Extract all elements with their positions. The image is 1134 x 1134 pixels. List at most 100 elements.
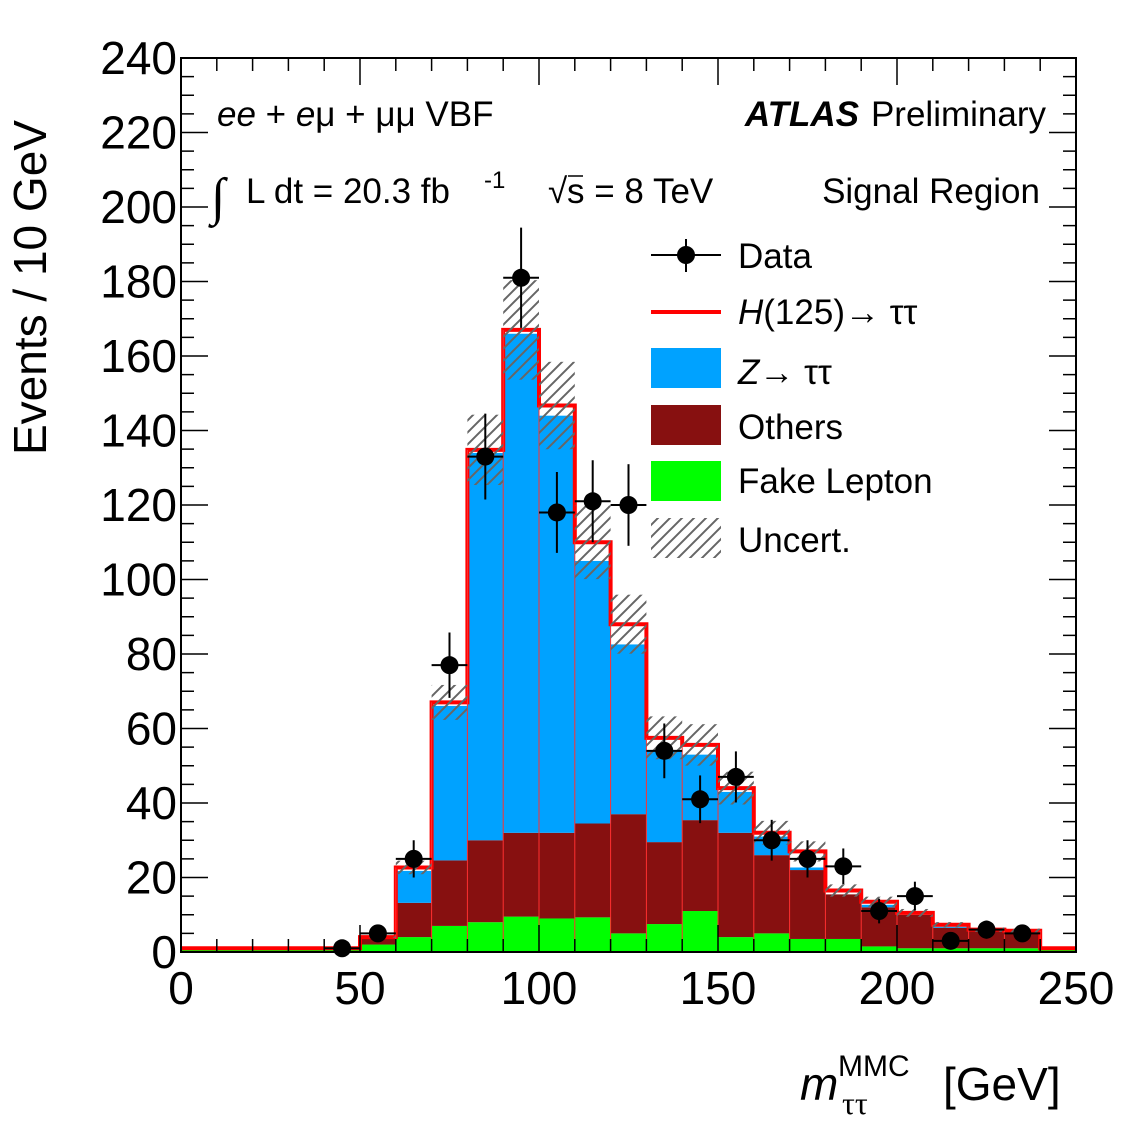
energy-text: s = 8 TeV: [567, 172, 714, 211]
legend-label-z: Z: [737, 353, 761, 392]
bar-fake-lepton: [574, 917, 611, 952]
bar-fake-lepton: [431, 925, 468, 952]
bar-fake-lepton: [467, 922, 504, 952]
uncertainty-band: [825, 884, 862, 897]
bar-fake-lepton: [360, 944, 396, 952]
data-point: [440, 656, 459, 675]
svg-text:ee + eμ + μμ VBF: ee + eμ + μμ VBF: [217, 95, 493, 134]
legend-entry-ztautau: Z→ ττ: [651, 348, 832, 392]
y-tick-label: 40: [126, 777, 177, 829]
bar-z-: [431, 705, 468, 861]
y-tick-label: 20: [126, 852, 177, 904]
data-point: [476, 447, 495, 466]
bar-fake-lepton: [789, 938, 826, 952]
legend-fake-swatch: [651, 461, 721, 501]
bar-fake-lepton: [682, 911, 718, 952]
data-points-layer: [324, 227, 1041, 958]
data-point: [619, 496, 638, 514]
data-point: [726, 767, 745, 786]
x-axis-title-main: m: [800, 1058, 838, 1110]
bar-fake-lepton: [825, 938, 862, 952]
energy-label: √ s = 8 TeV: [548, 172, 714, 211]
bar-fake-lepton: [395, 937, 432, 952]
bar-fake-lepton: [503, 916, 539, 952]
lumi-label: ∫ L dt = 20.3 fb -1: [208, 167, 505, 228]
bar-others: [718, 832, 754, 938]
x-tick-label: 250: [1038, 962, 1115, 1014]
data-point: [368, 924, 387, 943]
data-point: [691, 790, 710, 809]
y-tick-label: 200: [100, 181, 177, 233]
channel-plus: +: [256, 95, 296, 134]
data-point: [834, 857, 853, 876]
data-point: [905, 887, 924, 906]
legend-ztautau-swatch: [651, 348, 721, 388]
stack-layer: [181, 333, 1076, 952]
channel-rest: μ + μμ VBF: [315, 95, 493, 134]
data-point: [404, 849, 423, 868]
bar-others: [897, 914, 933, 949]
legend-label-uncert: Uncert.: [738, 521, 851, 560]
data-point: [655, 741, 674, 760]
legend: Data H(125)→ ττ Z→ ττ Others Fake Lepton…: [651, 237, 933, 560]
bar-others: [825, 894, 862, 939]
x-tick-label: 100: [501, 962, 578, 1014]
legend-label-z-rest: → ττ: [759, 353, 832, 392]
region-label: Signal Region: [822, 172, 1040, 211]
bar-fake-lepton: [968, 948, 1005, 952]
data-point: [870, 902, 889, 921]
bar-fake-lepton: [646, 924, 683, 952]
y-axis-title: Events / 10 GeV: [4, 120, 56, 455]
uncertainty-band: [682, 724, 718, 766]
y-tick-label: 60: [126, 703, 177, 755]
bar-fake-lepton: [1004, 948, 1041, 952]
data-point: [512, 268, 531, 287]
bar-others: [431, 860, 468, 926]
legend-label-data: Data: [738, 237, 812, 276]
x-axis-title-unit: [GeV]: [943, 1058, 1061, 1110]
bar-others: [646, 842, 683, 925]
y-tick-label: 160: [100, 330, 177, 382]
x-tick-label: 150: [680, 962, 757, 1014]
data-point: [762, 831, 781, 850]
atlas-status: Preliminary: [871, 95, 1047, 134]
y-tick-label: 220: [100, 107, 177, 159]
legend-entry-uncert: Uncert.: [651, 518, 851, 560]
integral-icon: ∫: [208, 169, 228, 228]
sqrt-icon: √: [548, 172, 568, 211]
legend-entry-higgs: H(125)→ ττ: [651, 293, 918, 332]
channel-ee: ee: [217, 95, 256, 134]
bar-others: [789, 870, 826, 939]
x-tick-label: 50: [334, 962, 385, 1014]
svg-text:Z→ ττ: Z→ ττ: [737, 353, 832, 392]
legend-entry-others: Others: [651, 405, 843, 447]
bar-others: [395, 902, 432, 938]
uncertainty-band: [897, 908, 933, 917]
bar-others: [753, 855, 790, 934]
bar-z-: [503, 333, 539, 833]
tick-labels-layer: 0 20 40 60 80 100 120 140 160 180 200 220 240 0 50 100 1…: [100, 32, 1114, 1014]
y-tick-label: 100: [100, 554, 177, 606]
bar-others: [682, 820, 718, 912]
ticks-layer: [180, 57, 1077, 953]
uncertainty-band: [610, 594, 647, 654]
legend-label-higgs-rest: (125)→ ττ: [763, 293, 917, 332]
bar-others: [467, 840, 504, 923]
y-tick-label: 120: [100, 479, 177, 531]
bar-fake-lepton: [753, 933, 790, 952]
legend-entry-data: Data: [651, 237, 812, 276]
y-tick-label: 140: [100, 405, 177, 457]
legend-uncert-swatch: [651, 518, 721, 558]
legend-data-marker-icon: [677, 246, 695, 264]
legend-label-fake: Fake Lepton: [738, 462, 933, 501]
bar-others: [539, 832, 575, 919]
channel-label: ee + eμ + μμ VBF: [217, 95, 493, 134]
bar-fake-lepton: [932, 948, 969, 952]
bar-others: [574, 823, 611, 918]
data-point: [1013, 924, 1032, 943]
y-tick-label: 240: [100, 32, 177, 84]
y-tick-label: 0: [151, 926, 177, 978]
bar-z-: [574, 560, 611, 824]
